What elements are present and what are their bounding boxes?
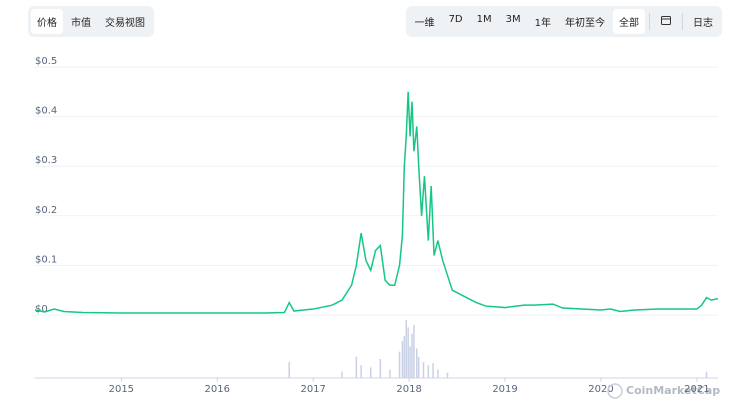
y-tick-label: $0 [35,304,48,315]
calendar-button[interactable] [654,9,678,34]
volume-bar [401,341,404,378]
y-tick-label: $0.1 [35,254,57,265]
tab[interactable]: 一维 [414,18,435,29]
volume-bar [403,335,406,378]
tab[interactable]: 全部 [613,9,645,34]
volume-bar [341,371,343,378]
tab[interactable]: 7D [448,14,463,25]
tab[interactable]: 1M [476,14,492,25]
volume-bar [705,371,708,378]
view-tabs: 价格 市值 交易视图 [28,6,154,37]
volume-bar [432,363,434,378]
volume-bar [379,359,382,378]
separator [682,13,683,30]
tab[interactable]: 1年 [534,18,551,29]
volume-bar [411,333,413,378]
volume-bar [389,369,391,378]
calendar-icon [661,16,671,25]
watermark: CoinMarketCap [626,384,720,397]
volume-bar [405,320,407,378]
volume-bar [437,369,439,378]
watermark-logo [607,383,623,399]
tab[interactable]: 价格 [31,9,63,34]
x-tick-label: 2018 [396,384,421,395]
y-tick-label: $0.4 [35,106,57,117]
volume-bar [407,327,409,378]
y-tick-label: $0.2 [35,205,57,216]
x-tick-label: 2020 [588,384,613,395]
volume-bar [355,356,358,378]
volume-bar [417,356,420,378]
x-tick-label: 2017 [300,384,325,395]
y-tick-label: $0.3 [35,155,57,166]
x-tick-label: 2016 [205,384,230,395]
tab[interactable]: 年初至今 [565,18,605,29]
volume-bar [422,362,425,378]
price-line [34,91,719,314]
x-tick-label: 2015 [109,384,134,395]
x-tick-label: 2021 [684,384,709,395]
y-tick-label: $0.5 [35,56,57,67]
volume-bar [398,351,401,378]
volume-bar [413,325,415,378]
volume-bar [416,348,418,378]
tab[interactable]: 市值 [71,18,91,29]
volume-bar [409,346,411,378]
range-tabs: 一维 7D 1M 3M 1年 年初至今 全部 日志 [405,6,722,37]
x-tick-label: 2019 [492,384,517,395]
separator [649,13,650,30]
volume-bar [369,367,372,378]
tab[interactable]: 3M [505,14,521,25]
volume-bar [427,365,430,378]
tab[interactable]: 日志 [693,18,713,29]
tab[interactable]: 交易视图 [105,18,145,29]
volume-bar [446,372,449,378]
volume-bar [360,365,362,378]
volume-bar [288,362,290,378]
